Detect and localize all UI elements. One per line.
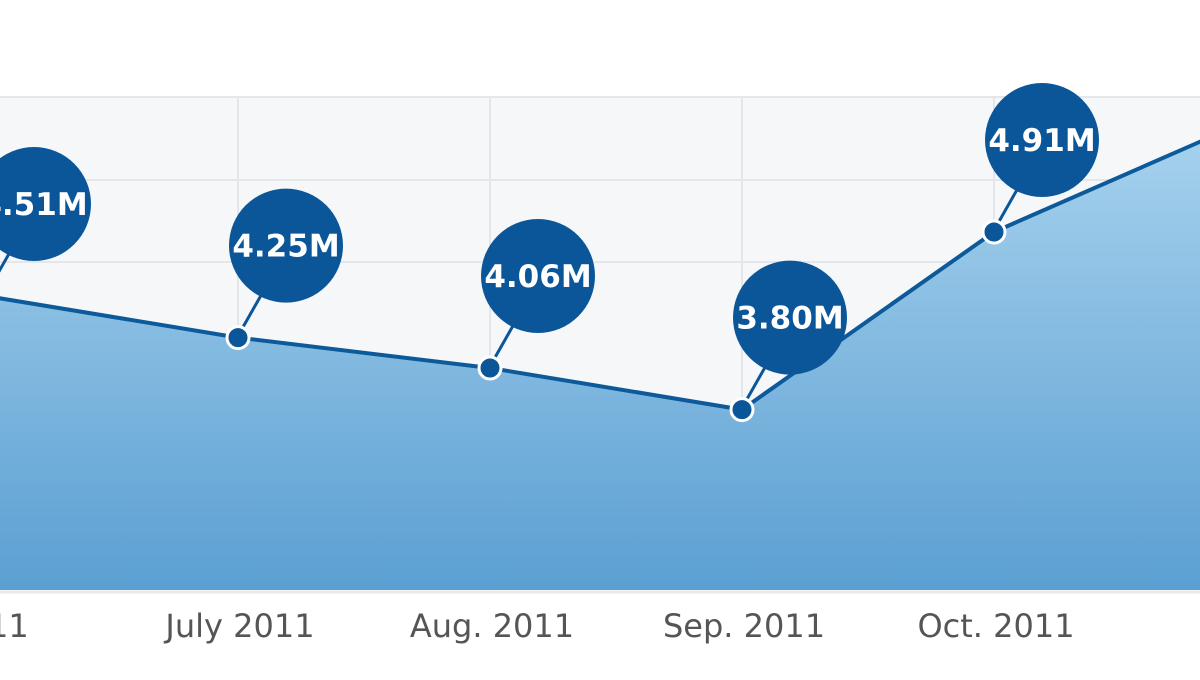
data-point xyxy=(225,325,251,351)
data-point xyxy=(981,219,1007,245)
area-fill xyxy=(0,141,1200,590)
data-label-bubble xyxy=(733,260,847,375)
data-label-bubble xyxy=(229,188,343,303)
data-point xyxy=(477,355,503,381)
x-tick-label: Sep. 2011 xyxy=(663,607,825,645)
data-label-bubble xyxy=(985,83,1099,197)
data-label-bubble xyxy=(0,147,91,261)
x-tick-label: 2011 xyxy=(0,607,29,645)
x-tick-label: July 2011 xyxy=(163,607,314,645)
data-label-bubble xyxy=(481,219,595,333)
x-tick-label: Oct. 2011 xyxy=(917,607,1074,645)
data-label: 3.80M xyxy=(736,301,843,337)
data-label-leader xyxy=(491,323,516,362)
data-label: 4.06M xyxy=(484,259,591,295)
data-label: 4.91M xyxy=(988,123,1095,159)
data-point xyxy=(729,397,755,423)
series-line xyxy=(0,139,1200,412)
data-label-leader xyxy=(995,187,1020,226)
data-label-leader xyxy=(743,364,768,404)
data-label: 4.51M xyxy=(0,187,88,223)
data-label-leader xyxy=(239,292,264,332)
data-label-leader xyxy=(0,251,12,273)
x-tick-label: Aug. 2011 xyxy=(410,607,574,645)
data-label: 4.25M xyxy=(232,229,339,265)
